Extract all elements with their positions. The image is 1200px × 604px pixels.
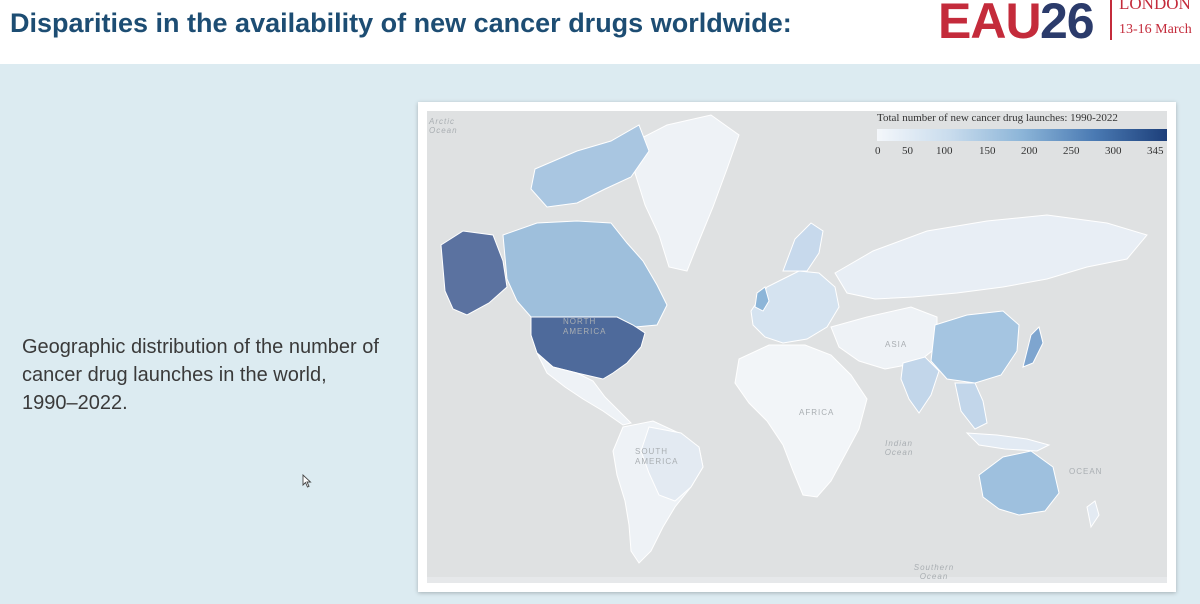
world-map-svg xyxy=(427,114,1167,583)
legend-tick: 300 xyxy=(1105,145,1122,157)
logo-dates: 13-16 March xyxy=(1119,22,1192,37)
brazil-region xyxy=(640,426,704,502)
south-america-label: SOUTH AMERICA xyxy=(635,447,679,466)
southeast-asia-region xyxy=(954,382,988,430)
legend-tick: 50 xyxy=(902,145,913,157)
china-region xyxy=(930,310,1020,384)
canada-region xyxy=(502,220,668,328)
legend-tick: 345 xyxy=(1147,145,1164,157)
europe-region xyxy=(750,270,840,344)
oceania-label: OCEAN xyxy=(1069,467,1103,476)
central-asia-region xyxy=(830,306,938,370)
alaska-region xyxy=(440,230,508,316)
slide-title: Disparities in the availability of new c… xyxy=(10,8,792,38)
legend-title: Total number of new cancer drug launches… xyxy=(877,112,1118,124)
legend-tick: 200 xyxy=(1021,145,1038,157)
legend-tick: 150 xyxy=(979,145,996,157)
world-map: NORTH AMERICA SOUTH AMERICA AFRICA ASIA … xyxy=(427,111,1167,583)
legend-color-bar xyxy=(877,129,1167,141)
asia-label: ASIA xyxy=(885,340,908,349)
japan-region xyxy=(1022,326,1044,368)
logo-eau-text: EAU xyxy=(938,0,1042,49)
logo-year-text: 26 xyxy=(1040,0,1095,49)
map-figure: NORTH AMERICA SOUTH AMERICA AFRICA ASIA … xyxy=(418,102,1176,592)
uk-region xyxy=(754,286,770,312)
mexico-region xyxy=(536,352,632,426)
logo-city: LONDON xyxy=(1119,0,1191,13)
india-region xyxy=(900,356,940,414)
indonesia-region xyxy=(965,432,1051,452)
eau26-logo: EAU 26 LONDON 13-16 March xyxy=(938,0,1200,60)
north-america-label: NORTH AMERICA xyxy=(563,317,607,336)
scandinavia-region xyxy=(782,222,824,272)
canada-arctic-islands xyxy=(530,124,650,208)
australia-region xyxy=(978,450,1060,516)
antarctica-edge xyxy=(427,577,1167,583)
africa-label: AFRICA xyxy=(799,408,835,417)
russia-region xyxy=(834,214,1148,300)
arctic-ocean-label: Arctic Ocean xyxy=(429,117,458,135)
indian-ocean-label: Indian Ocean xyxy=(884,439,914,457)
africa-region xyxy=(734,344,868,498)
legend-tick: 250 xyxy=(1063,145,1080,157)
greenland-region xyxy=(631,114,740,272)
legend-tick: 0 xyxy=(875,145,881,157)
map-legend: Total number of new cancer drug launches… xyxy=(875,112,1167,160)
logo-divider xyxy=(1110,0,1112,40)
legend-tick: 100 xyxy=(936,145,953,157)
mouse-cursor-icon xyxy=(302,474,312,488)
new-zealand-region xyxy=(1086,500,1100,529)
slide-description: Geographic distribution of the number of… xyxy=(22,336,379,414)
southern-ocean-label: Southern Ocean xyxy=(913,563,955,581)
slide-header: Disparities in the availability of new c… xyxy=(0,0,1200,64)
